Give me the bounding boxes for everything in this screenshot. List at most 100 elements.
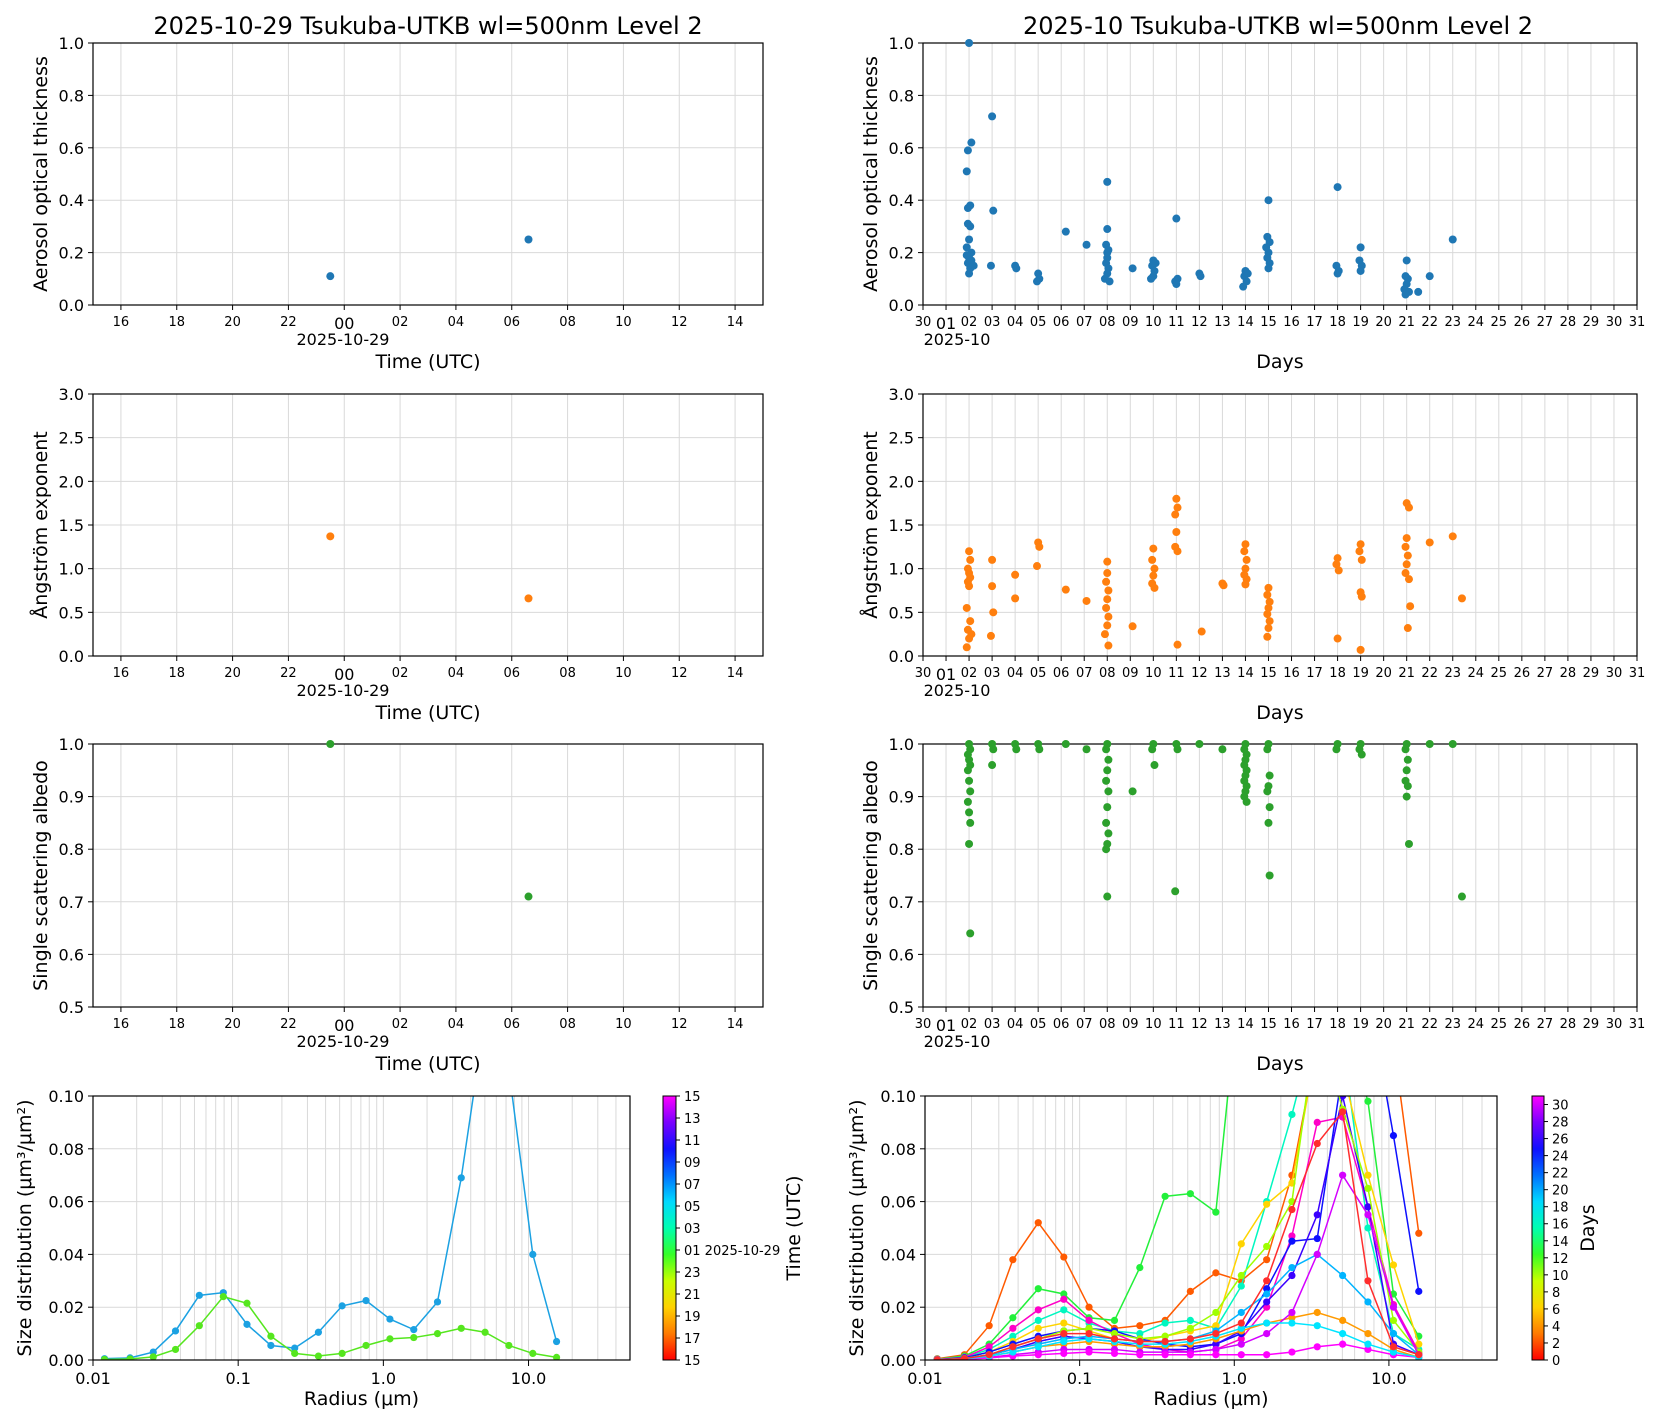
y-tick-label: 0.5 <box>59 998 84 1017</box>
data-point <box>1357 750 1366 759</box>
series-point <box>1161 1351 1169 1359</box>
series-point <box>1415 1340 1423 1348</box>
data-point <box>1102 818 1111 827</box>
x-tick-label: 10 <box>1145 666 1162 681</box>
series-point <box>1186 1351 1194 1359</box>
series-point <box>433 1298 442 1306</box>
x-tick-label: 10 <box>1145 1017 1162 1032</box>
series-point <box>1161 1319 1169 1327</box>
series-point <box>1313 1118 1321 1126</box>
data-point <box>988 555 997 564</box>
series-point <box>1009 1256 1017 1264</box>
data-point <box>1035 745 1044 754</box>
data-point <box>1011 594 1020 603</box>
x-tick-label: 24 <box>1468 666 1485 681</box>
y-tick-label: 1.0 <box>889 560 914 579</box>
x-tick-label: 15 <box>1260 1017 1277 1032</box>
data-point <box>1102 745 1111 754</box>
data-point <box>524 594 533 603</box>
series-point <box>1085 1303 1093 1311</box>
data-point <box>1173 640 1182 649</box>
x-tick-label: 08 <box>1099 315 1116 330</box>
series-point <box>1060 1349 1068 1357</box>
data-point <box>1171 510 1180 519</box>
x-tick-label: 07 <box>1076 666 1093 681</box>
data-point <box>1242 555 1251 564</box>
x-tick-label: 30 <box>915 666 932 681</box>
x-tick-label: 16 <box>1283 315 1300 330</box>
y-tick-label: 0.02 <box>880 1298 916 1317</box>
monthly-size-dist-chart: 0.01 0.1 1.0 10.0 0.00 0.02 0.04 0.06 0.08 0.10 Ra… <box>846 960 1498 1410</box>
series-point <box>1238 960 1245 967</box>
series-point <box>1263 1277 1271 1285</box>
series-point <box>1313 1308 1321 1317</box>
series-point <box>338 1302 346 1310</box>
series-point <box>171 1327 180 1335</box>
colorbar-tick-label: 4 <box>1552 1320 1560 1335</box>
series-point <box>1110 1330 1119 1338</box>
data-point <box>1035 542 1044 551</box>
series-point <box>386 1335 394 1343</box>
x-axis-label: Time (UTC) <box>374 702 480 724</box>
data-point <box>1082 240 1091 249</box>
x-tick-label: 30 <box>1606 1017 1623 1032</box>
series-point <box>505 1341 513 1350</box>
data-point <box>1104 755 1113 764</box>
series-point <box>1339 1108 1347 1116</box>
series-point <box>362 1341 370 1350</box>
x-tick-label: 20 <box>1375 315 1392 330</box>
data-point <box>1150 583 1159 592</box>
x-tick-label: 09 <box>1122 1017 1139 1032</box>
data-point <box>326 532 335 541</box>
series-point <box>1136 1322 1144 1330</box>
data-point <box>1173 503 1182 512</box>
data-point <box>1403 755 1412 764</box>
series-point <box>1389 1132 1398 1140</box>
colorbar-tick-label: 15 <box>684 1354 701 1369</box>
series-point <box>1389 1330 1398 1338</box>
series-point <box>1415 1229 1423 1237</box>
series-point <box>1161 1332 1169 1340</box>
colorbar-tick-label: 8 <box>1552 1286 1560 1301</box>
y-tick-label: 0.04 <box>880 1245 916 1264</box>
data-point <box>1104 829 1113 838</box>
y-tick-label: 0.7 <box>889 893 914 912</box>
y-tick-label: 0.9 <box>59 788 84 807</box>
series-point <box>219 1293 227 1301</box>
x-tick-label: 18 <box>168 666 185 681</box>
data-point <box>1011 570 1020 579</box>
y-tick-label: 0.0 <box>59 296 84 315</box>
data-point <box>1102 845 1111 854</box>
colorbar-tick-label: 28 <box>1552 1116 1569 1131</box>
x-tick-label: 15 <box>1260 315 1277 330</box>
colorbar-label: Time (UTC) <box>783 1175 805 1281</box>
data-point <box>1103 621 1112 630</box>
data-point <box>1265 597 1274 606</box>
x-tick-label: 27 <box>1537 1017 1554 1032</box>
data-point <box>1173 745 1182 754</box>
y-tick-label: 0.6 <box>59 945 84 964</box>
x-tick-label: 14 <box>727 315 744 330</box>
data-point <box>1425 272 1434 281</box>
data-point <box>1356 645 1365 654</box>
y-tick-label: 0.7 <box>59 893 84 912</box>
y-tick-label: 0.08 <box>48 1140 84 1159</box>
data-point <box>1149 571 1158 580</box>
x-tick-label: 10 <box>615 1017 632 1032</box>
series-point <box>1339 1330 1347 1338</box>
series-point <box>433 1330 442 1338</box>
x-tick-label: 27 <box>1537 315 1554 330</box>
daily-size-dist-chart: 0.01 0.1 1.0 10.0 0.00 0.02 0.04 0.06 0.08 0.10 Ra… <box>14 1087 631 1410</box>
series-point <box>529 1349 537 1357</box>
series-point <box>1339 960 1346 967</box>
y-tick-label: 0.02 <box>48 1298 84 1317</box>
x-tick-label: 02 <box>961 1017 978 1032</box>
colorbar-tick-label: 30 <box>1552 1099 1569 1114</box>
series-point <box>1110 1316 1119 1324</box>
series-point <box>457 1174 465 1182</box>
data-point <box>966 555 975 564</box>
x-tick-label: 09 <box>1122 666 1139 681</box>
data-point <box>1103 569 1112 578</box>
data-point <box>1414 287 1423 296</box>
colorbar-tick-label: 0 <box>1552 1354 1560 1369</box>
